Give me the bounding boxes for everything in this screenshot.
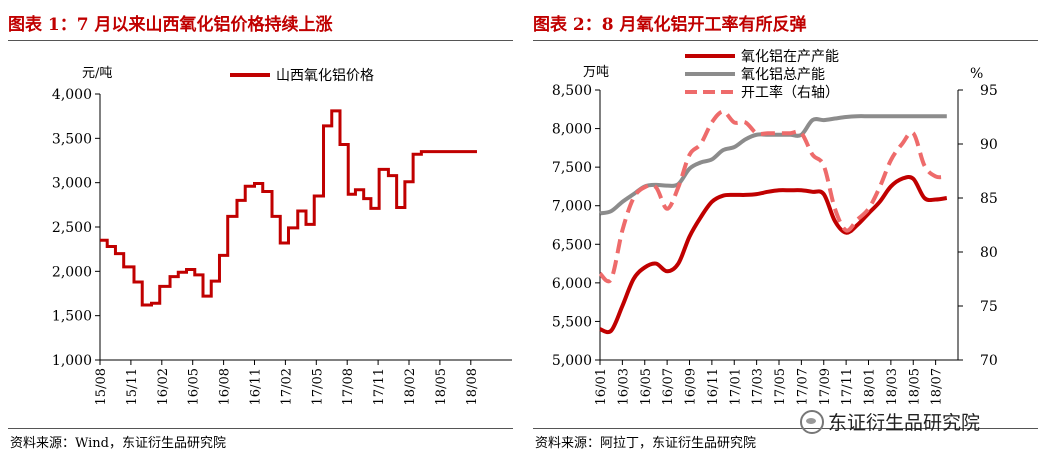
x-tick-label: 16/05 xyxy=(639,368,654,405)
y-tick-label: 6,000 xyxy=(552,276,592,292)
y2-tick-label: 95 xyxy=(980,83,998,99)
left-source-rule xyxy=(8,428,513,429)
wechat-watermark: 东证衍生品研究院 xyxy=(800,408,980,435)
y-tick-label: 6,500 xyxy=(552,237,592,253)
x-tick-label: 16/07 xyxy=(661,368,676,405)
left-title-rule xyxy=(8,40,513,41)
x-tick-label: 16/01 xyxy=(594,368,609,405)
y-tick-label: 3,000 xyxy=(52,176,92,192)
x-tick-label: 17/11 xyxy=(840,368,855,405)
x-tick-label: 16/02 xyxy=(156,368,171,405)
legend-label-shanxi-alumina-price: 山西氧化铝价格 xyxy=(276,68,374,84)
series-line-utilization-rate xyxy=(598,109,947,284)
series-line-total-capacity xyxy=(599,114,947,216)
x-tick-label: 18/05 xyxy=(434,368,449,405)
y-tick-label: 8,500 xyxy=(552,83,592,99)
y2-tick-label: 85 xyxy=(980,191,998,207)
left-source-note: 资料来源：Wind，东证衍生品研究院 xyxy=(10,436,226,451)
y2-tick-label: 70 xyxy=(980,353,998,369)
x-tick-label: 16/05 xyxy=(187,368,202,405)
x-tick-label: 16/11 xyxy=(706,368,721,405)
y-axis-unit-label: 万吨 xyxy=(583,65,609,80)
x-tick-label: 15/11 xyxy=(125,368,140,405)
y-tick-label: 2,000 xyxy=(52,264,92,280)
y-tick-label: 7,500 xyxy=(552,160,592,176)
x-tick-label: 17/09 xyxy=(818,368,833,405)
y2-tick-label: 75 xyxy=(980,299,998,315)
y-tick-label: 8,000 xyxy=(552,122,592,138)
right-chart: 5,000 5,500 6,000 6,500 7,000 7,500 8,000 8,500… xyxy=(552,49,998,405)
series-line-shanxi-alumina-price xyxy=(100,109,477,307)
left-figure: 图表 1：7 月以来山西氧化铝价格持续上涨 1,000 1,500 2,000 2,5… xyxy=(0,0,515,466)
x-tick-label: 17/07 xyxy=(795,368,810,405)
y-tick-label: 1,000 xyxy=(52,353,92,369)
y2-tick-label: 80 xyxy=(980,245,998,261)
y-tick-label: 5,000 xyxy=(552,353,592,369)
watermark-text: 东证衍生品研究院 xyxy=(828,412,981,434)
right-figure: 图表 2：8 月氧化铝开工率有所反弹 5,000 5,500 6,000 6,500 7… xyxy=(525,0,1039,466)
x-tick-label: 18/08 xyxy=(465,368,480,405)
x-tick-label: 17/05 xyxy=(773,368,788,405)
wechat-icon xyxy=(800,409,824,434)
x-tick-label: 18/05 xyxy=(907,368,922,405)
y2-tick-label: 90 xyxy=(980,137,998,153)
x-tick-label: 17/11 xyxy=(372,368,387,405)
x-tick-label: 18/07 xyxy=(930,368,945,405)
left-chart: 1,000 1,500 2,000 2,500 3,000 3,500 4,000 元/吨 15… xyxy=(52,66,512,405)
x-tick-label: 16/03 xyxy=(616,368,631,405)
y2-axis-unit-label: % xyxy=(970,66,983,82)
x-tick-label: 18/03 xyxy=(885,368,900,405)
x-tick-label: 17/05 xyxy=(310,368,325,405)
x-tick-label: 16/08 xyxy=(218,368,233,405)
y-tick-label: 4,000 xyxy=(52,87,92,103)
y-tick-label: 3,500 xyxy=(52,131,92,147)
right-figure-title: 图表 2：8 月氧化铝开工率有所反弹 xyxy=(533,15,807,35)
y-tick-label: 1,500 xyxy=(52,309,92,325)
y-tick-label: 2,500 xyxy=(52,220,92,236)
legend-label-utilization-rate: 开工率（右轴） xyxy=(741,84,839,101)
x-tick-label: 17/02 xyxy=(279,368,294,405)
legend-label-in-production-capacity: 氧化铝在产产能 xyxy=(741,49,839,65)
x-tick-label: 16/11 xyxy=(249,368,264,405)
x-tick-label: 16/09 xyxy=(684,368,699,405)
x-tick-label: 17/03 xyxy=(751,368,766,405)
legend-label-total-capacity: 氧化铝总产能 xyxy=(741,67,825,83)
right-title-rule xyxy=(533,40,1038,41)
x-tick-label: 17/08 xyxy=(341,368,356,405)
series-line-in-production-capacity xyxy=(599,174,948,335)
x-tick-label: 18/01 xyxy=(863,368,878,405)
y-tick-label: 5,500 xyxy=(552,314,592,330)
y-tick-label: 7,000 xyxy=(552,199,592,215)
x-tick-label: 15/08 xyxy=(94,368,109,405)
x-tick-label: 17/01 xyxy=(728,368,743,405)
y-axis-unit-label: 元/吨 xyxy=(82,66,112,81)
x-tick-label: 18/02 xyxy=(403,368,418,405)
left-figure-title: 图表 1：7 月以来山西氧化铝价格持续上涨 xyxy=(8,15,333,35)
right-source-note: 资料来源：阿拉丁，东证衍生品研究院 xyxy=(535,436,757,451)
right-source-rule xyxy=(533,428,1038,429)
